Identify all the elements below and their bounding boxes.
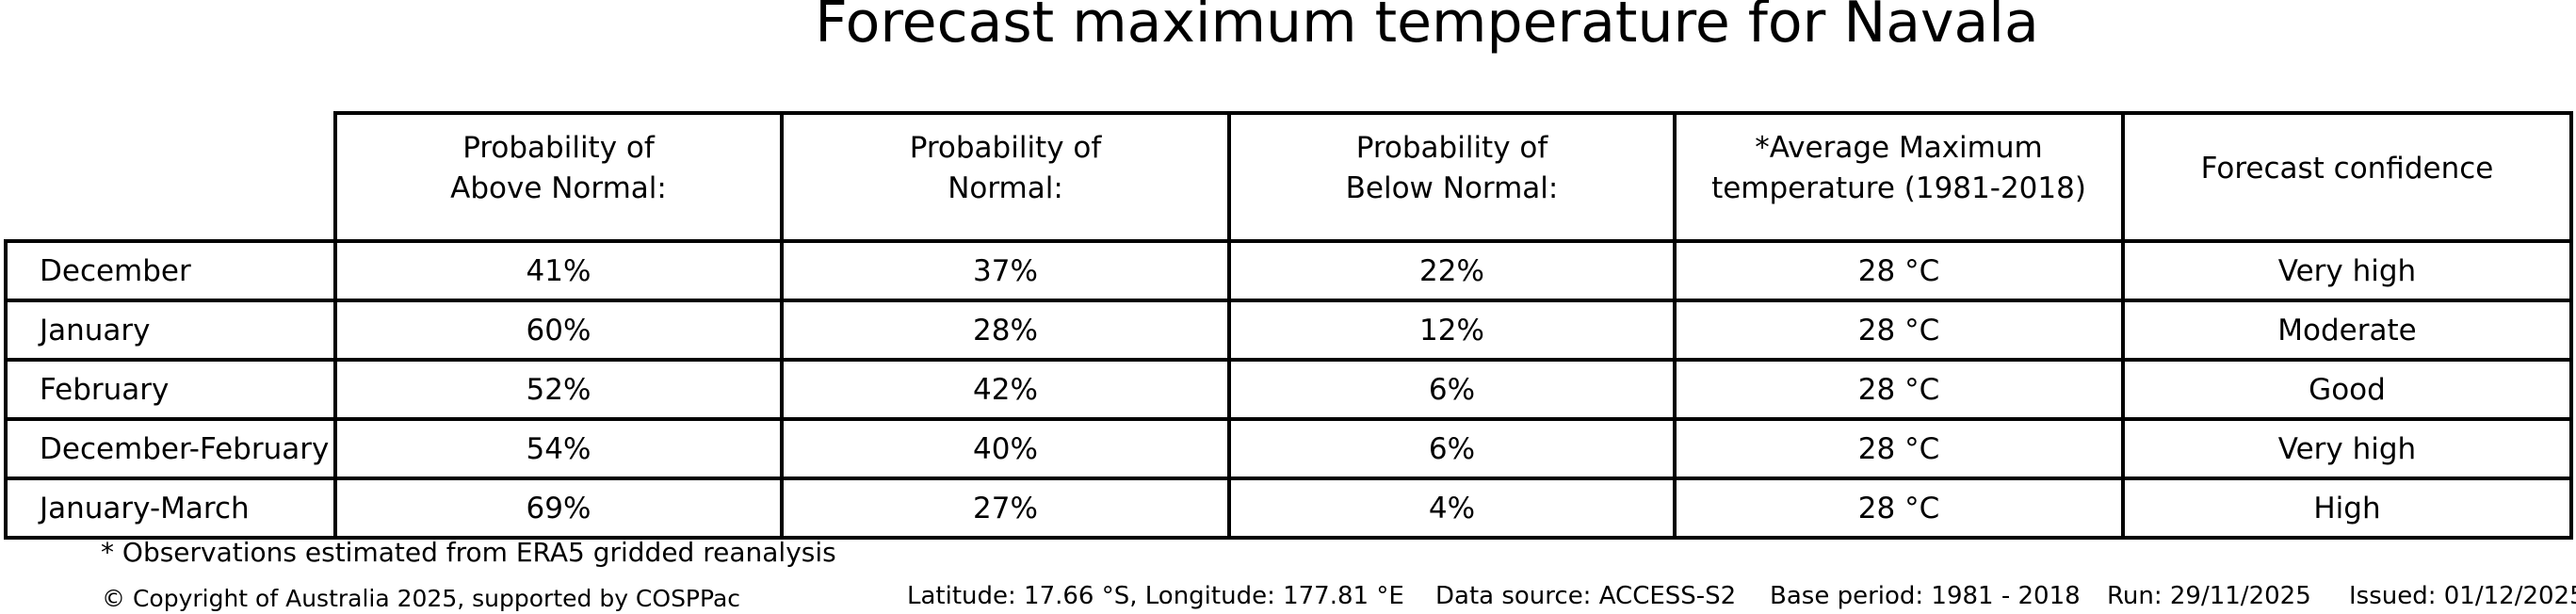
observations-footnote: * Observations estimated from ERA5 gridd… — [101, 537, 836, 568]
corner-cell — [6, 113, 335, 241]
table-row: December 41% 37% 22% 28 °C Very high — [4, 239, 2573, 302]
cell-above-normal: 52% — [333, 358, 784, 421]
cell-normal: 40% — [780, 417, 1231, 480]
issued-date-text: Issued: 01/12/2025 — [2349, 582, 2576, 610]
run-date-text: Run: 29/11/2025 — [2107, 582, 2311, 610]
cell-above-normal: 54% — [333, 417, 784, 480]
table-row: January 60% 28% 12% 28 °C Moderate — [4, 299, 2573, 362]
table-row: February 52% 42% 6% 28 °C Good — [4, 358, 2573, 421]
cell-avg-max-temp: 28 °C — [1673, 417, 2125, 480]
column-header-forecast-confidence: Forecast confidence — [2121, 111, 2573, 243]
cell-confidence: Moderate — [2121, 299, 2573, 362]
cell-avg-max-temp: 28 °C — [1673, 477, 2125, 540]
cell-below-normal: 12% — [1227, 299, 1677, 362]
cell-below-normal: 6% — [1227, 358, 1677, 421]
cell-below-normal: 22% — [1227, 239, 1677, 302]
row-label: February — [4, 358, 337, 421]
column-header-avg-max-temp: *Average Maximum temperature (1981-2018) — [1673, 111, 2125, 243]
page-title: Forecast maximum temperature for Navala — [815, 0, 2039, 56]
row-label: December-February — [4, 417, 337, 480]
data-source-text: Data source: ACCESS-S2 — [1435, 582, 1737, 610]
column-header-normal: Probability of Normal: — [780, 111, 1231, 243]
cell-confidence: Very high — [2121, 417, 2573, 480]
cell-normal: 37% — [780, 239, 1231, 302]
cell-above-normal: 41% — [333, 239, 784, 302]
cell-avg-max-temp: 28 °C — [1673, 358, 2125, 421]
cell-avg-max-temp: 28 °C — [1673, 299, 2125, 362]
table-row: January-March 69% 27% 4% 28 °C High — [4, 477, 2573, 540]
copyright-text: © Copyright of Australia 2025, supported… — [102, 585, 741, 612]
cell-above-normal: 69% — [333, 477, 784, 540]
base-period-text: Base period: 1981 - 2018 — [1770, 582, 2081, 610]
cell-avg-max-temp: 28 °C — [1673, 239, 2125, 302]
column-header-below-normal: Probability of Below Normal: — [1227, 111, 1677, 243]
row-label: December — [4, 239, 337, 302]
cell-confidence: Very high — [2121, 239, 2573, 302]
cell-below-normal: 6% — [1227, 417, 1677, 480]
table-header-row: Probability of Above Normal: Probability… — [6, 111, 2573, 243]
table-row: December-February 54% 40% 6% 28 °C Very … — [4, 417, 2573, 480]
cell-confidence: High — [2121, 477, 2573, 540]
cell-normal: 42% — [780, 358, 1231, 421]
forecast-table: Probability of Above Normal: Probability… — [4, 111, 2573, 540]
cell-below-normal: 4% — [1227, 477, 1677, 540]
cell-normal: 28% — [780, 299, 1231, 362]
cell-confidence: Good — [2121, 358, 2573, 421]
row-label: January-March — [4, 477, 337, 540]
cell-above-normal: 60% — [333, 299, 784, 362]
cell-normal: 27% — [780, 477, 1231, 540]
row-label: January — [4, 299, 337, 362]
location-text: Latitude: 17.66 °S, Longitude: 177.81 °E — [907, 582, 1404, 610]
column-header-above-normal: Probability of Above Normal: — [333, 111, 784, 243]
